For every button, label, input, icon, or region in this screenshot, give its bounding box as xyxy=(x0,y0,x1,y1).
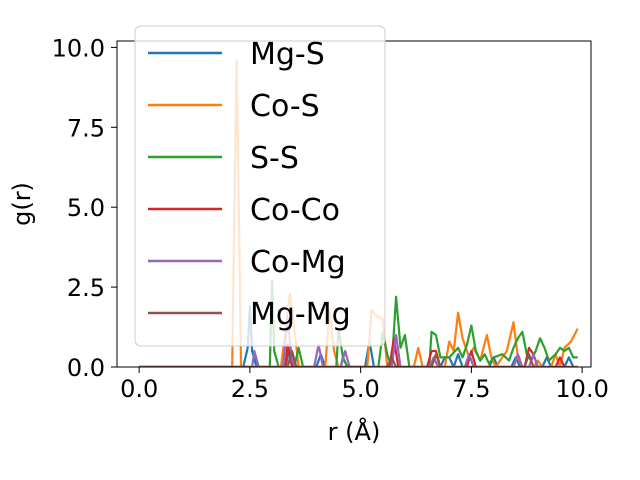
x-tick-label: 0.0 xyxy=(120,375,158,403)
x-axis-label: r (Å) xyxy=(328,417,381,446)
y-axis-label: g(r) xyxy=(8,182,36,226)
legend-label: Co-S xyxy=(250,89,320,124)
y-tick-label: 5.0 xyxy=(67,194,105,222)
y-tick-label: 2.5 xyxy=(67,274,105,302)
y-axis: 0.0 2.5 5.0 7.5 10.0 xyxy=(52,34,117,382)
x-tick-label: 5.0 xyxy=(342,375,380,403)
y-tick-label: 10.0 xyxy=(52,34,105,62)
y-tick-label: 7.5 xyxy=(67,114,105,142)
series-line-s-s xyxy=(139,279,578,367)
legend: Mg-S Co-S S-S Co-Co Co-Mg Mg-Mg xyxy=(134,25,386,347)
legend-label: Co-Co xyxy=(250,193,340,228)
legend-label: Mg-Mg xyxy=(250,297,351,332)
legend-label: Co-Mg xyxy=(250,245,346,280)
x-tick-label: 2.5 xyxy=(231,375,269,403)
legend-label: Mg-S xyxy=(250,37,325,72)
x-tick-label: 10.0 xyxy=(555,375,608,403)
legend-label: S-S xyxy=(250,141,299,176)
y-tick-label: 0.0 xyxy=(67,354,105,382)
x-axis: 0.0 2.5 5.0 7.5 10.0 xyxy=(120,367,609,403)
series-line-mg-mg xyxy=(139,349,578,367)
x-tick-label: 7.5 xyxy=(452,375,490,403)
